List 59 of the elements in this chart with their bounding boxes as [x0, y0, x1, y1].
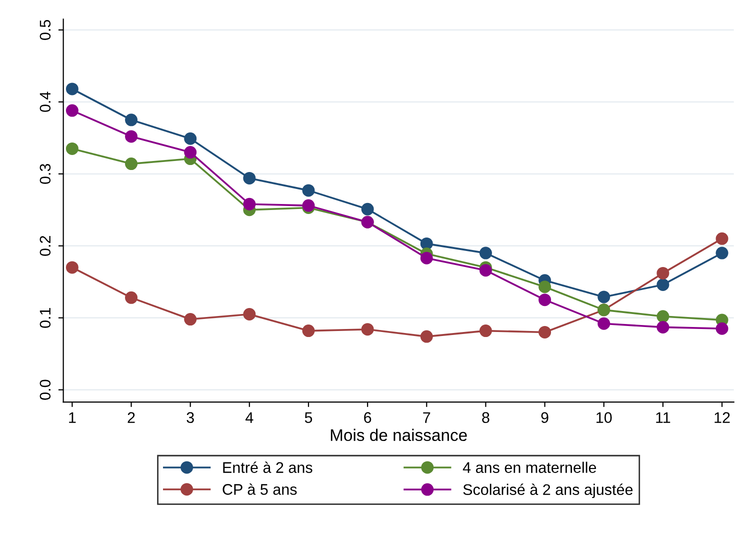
point [184, 313, 197, 326]
point [420, 252, 433, 264]
x-tick-label: 1 [69, 412, 76, 423]
point [243, 198, 256, 210]
point [656, 320, 670, 334]
x-tick-label: 2 [128, 412, 135, 423]
x-tick-label: 10 [596, 412, 612, 423]
point [125, 291, 138, 304]
point [716, 322, 728, 335]
point [656, 266, 670, 280]
point [243, 172, 256, 184]
x-tick-label: 9 [541, 412, 548, 423]
point [302, 184, 315, 197]
x-tick-label: 7 [423, 412, 430, 423]
point [125, 114, 138, 126]
point [243, 308, 256, 320]
point [479, 324, 492, 338]
point [420, 237, 433, 250]
y-tick-label: 0.2 [40, 236, 51, 256]
y-tick-label: 0.1 [40, 308, 51, 328]
point [66, 142, 78, 155]
point [598, 290, 610, 304]
point [538, 294, 552, 306]
point [538, 326, 552, 338]
point [184, 132, 197, 145]
point [598, 317, 610, 330]
point [66, 261, 78, 274]
point [184, 146, 197, 159]
point [656, 310, 670, 323]
y-tick-label: 0.3 [40, 164, 51, 184]
point [361, 202, 374, 216]
point [125, 130, 138, 143]
point [420, 330, 433, 343]
x-tick-label: 8 [482, 412, 490, 423]
x-axis-title: Mois de naissance [330, 428, 467, 442]
point [538, 280, 552, 294]
point [479, 264, 492, 277]
x-tick-label: 6 [364, 412, 372, 423]
legend-label: CP à 5 ans [222, 483, 297, 495]
point [656, 278, 670, 291]
x-tick-label: 4 [246, 412, 254, 423]
point [66, 104, 78, 117]
y-tick-label: 0.5 [40, 20, 51, 40]
point [479, 246, 492, 260]
legend-label: 4 ans en maternelle [462, 462, 596, 473]
x-tick-label: 5 [304, 412, 312, 423]
y-tick-label: 0.4 [40, 92, 51, 112]
y-tick-label: 0.0 [40, 380, 51, 400]
point [125, 158, 138, 170]
point [716, 232, 728, 245]
x-tick-label: 12 [714, 412, 730, 423]
point [66, 82, 78, 96]
legend-label: Scolarisé à 2 ans ajustée [463, 484, 633, 498]
point [716, 246, 728, 260]
x-tick-label: 11 [656, 412, 670, 423]
x-tick-label: 3 [186, 412, 194, 423]
point [302, 324, 315, 338]
point [361, 323, 374, 336]
legend-label: Entré à 2 ans [223, 462, 312, 473]
